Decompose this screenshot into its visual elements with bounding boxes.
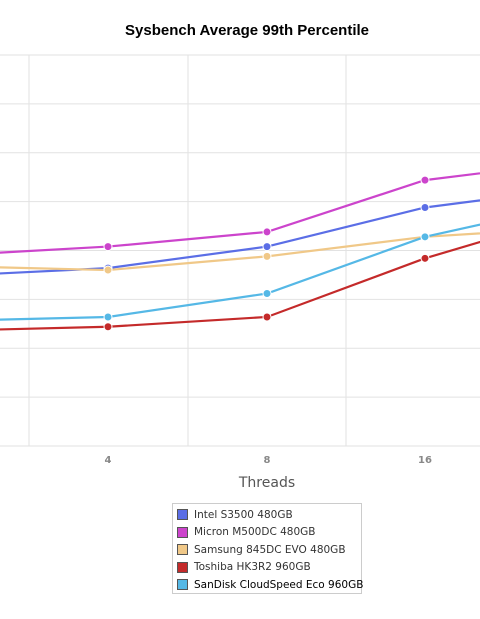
data-point[interactable]: [103, 242, 113, 252]
data-point[interactable]: [420, 175, 430, 185]
legend-swatch: [177, 544, 188, 555]
chart-title: Sysbench Average 99th Percentile: [125, 22, 369, 39]
x-tick-label: 8: [264, 455, 271, 466]
legend-item[interactable]: Samsung 845DC EVO 480GB: [177, 541, 346, 558]
data-point[interactable]: [262, 227, 272, 237]
series-line: [0, 199, 480, 275]
legend-swatch: [177, 561, 188, 573]
data-point[interactable]: [262, 289, 272, 299]
legend-swatch: [177, 509, 188, 520]
x-tick-labels: 4 8 16: [105, 455, 432, 466]
legend-label: Micron M500DC 480GB: [194, 526, 316, 538]
legend-item[interactable]: Micron M500DC 480GB: [177, 524, 316, 541]
data-point[interactable]: [103, 265, 113, 275]
series-lines: [0, 172, 480, 331]
series-points: [103, 175, 430, 332]
data-point[interactable]: [103, 312, 113, 322]
data-point[interactable]: [262, 312, 272, 322]
legend-label: Intel S3500 480GB: [194, 508, 293, 521]
series-line: [0, 223, 480, 321]
legend-label: Toshiba HK3R2 960GB: [194, 561, 311, 573]
legend-label: Samsung 845DC EVO 480GB: [194, 543, 346, 556]
legend-item[interactable]: Intel S3500 480GB: [177, 506, 293, 523]
x-tick-label: 16: [418, 455, 432, 466]
legend-label: SanDisk CloudSpeed Eco 960GB: [194, 578, 364, 591]
legend-item[interactable]: Toshiba HK3R2 960GB: [177, 559, 311, 576]
legend-swatch: [177, 579, 188, 590]
legend-swatch: [177, 526, 188, 538]
legend-item[interactable]: SanDisk CloudSpeed Eco 960GB: [177, 576, 363, 593]
data-point[interactable]: [103, 322, 113, 332]
data-point[interactable]: [420, 253, 430, 263]
series-line: [0, 172, 480, 254]
legend: Intel S3500 480GB Micron M500DC 480GB Sams…: [172, 503, 363, 594]
series-line: [0, 240, 480, 331]
data-point[interactable]: [262, 242, 272, 252]
x-tick-label: 4: [105, 455, 112, 466]
data-point[interactable]: [262, 251, 272, 261]
data-point[interactable]: [420, 232, 430, 242]
data-point[interactable]: [420, 202, 430, 212]
x-axis-label: Threads: [238, 475, 295, 491]
